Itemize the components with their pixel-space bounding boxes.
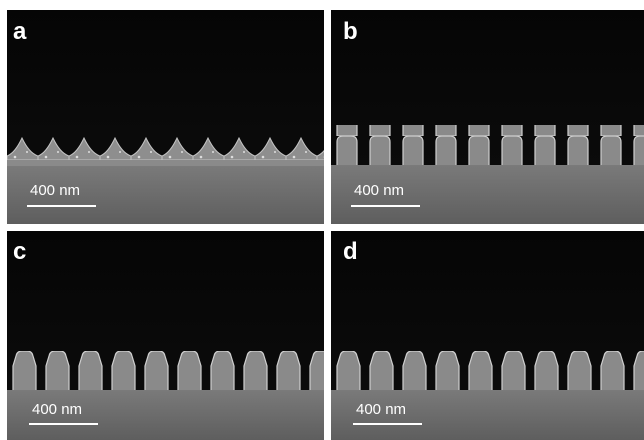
panel-d: d 400 nm (328, 231, 644, 440)
scale-bar-label: 400 nm (354, 182, 404, 199)
panel-a: a 400 nm (7, 10, 324, 224)
panel-label: b (343, 18, 358, 45)
page: a 400 nm b 400 nm c 400 nm d 400 nm (() … (0, 0, 644, 440)
scale-bar-label: 400 nm (32, 401, 82, 418)
panel-label: a (13, 18, 27, 45)
panel-c: c 400 nm (0, 231, 330, 440)
panel-label: d (343, 238, 358, 265)
scale-bar-label: 400 nm (356, 401, 406, 418)
panel-label: c (13, 238, 26, 265)
scale-bar-label: 400 nm (30, 182, 80, 199)
panel-b: b 400 nm (327, 10, 644, 224)
figure: a 400 nm b 400 nm c 400 nm d 400 nm (0, 0, 644, 440)
